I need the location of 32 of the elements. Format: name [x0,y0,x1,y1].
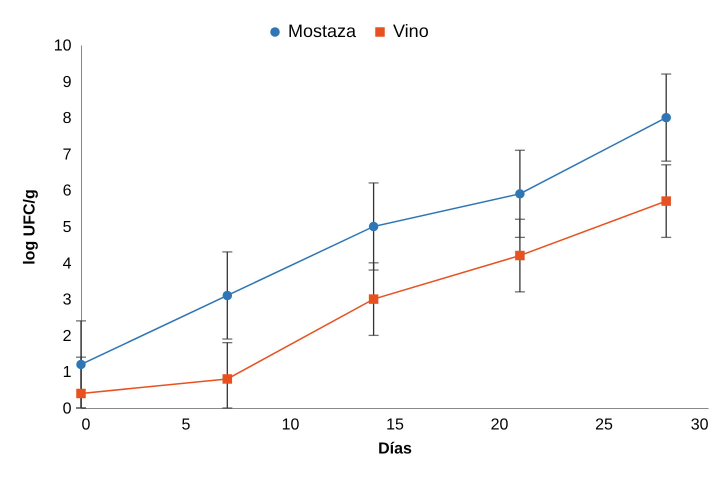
y-tick-label: 3 [62,292,72,309]
y-tick-label: 5 [62,219,72,236]
point [515,250,525,260]
point [76,360,86,370]
y-tick-label: 8 [62,110,72,128]
y-tick-label: 4 [62,255,72,272]
y-tick-label: 1 [62,364,72,382]
y-tick-label: 10 [54,38,72,54]
x-tick-label: 0 [82,416,90,434]
y-tick-label: 9 [62,74,72,91]
point [661,112,671,122]
point [76,388,86,398]
x-tick-label: 30 [690,416,709,434]
legend-label: Mostaza [288,21,358,41]
y-tick-label: 2 [62,328,72,345]
x-tick-label: 20 [490,416,508,434]
y-tick-label: 6 [62,182,72,200]
x-tick-label: 15 [386,416,404,434]
x-axis-title: Días [378,440,412,458]
x-tick-label: 10 [282,416,300,434]
point [222,374,232,384]
point [368,222,378,232]
point [222,290,232,300]
y-tick-label: 7 [62,146,72,164]
point [515,189,525,199]
legend-label: Vino [393,21,429,41]
point [661,196,671,206]
y-axis-title: log UFC/g [22,189,39,265]
x-tick-label: 25 [595,416,613,434]
point [368,294,378,304]
y-tick-label: 0 [62,400,72,418]
x-tick-label: 5 [182,416,191,434]
